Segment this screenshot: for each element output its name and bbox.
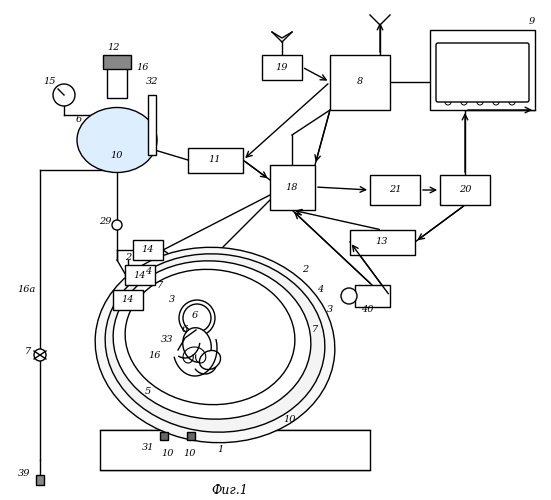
Circle shape (493, 99, 499, 105)
Text: 2: 2 (302, 266, 308, 274)
Text: 3: 3 (169, 296, 175, 304)
Ellipse shape (105, 254, 325, 432)
Circle shape (53, 84, 75, 106)
Text: 14: 14 (134, 270, 146, 280)
Bar (187, 432, 195, 440)
Text: 4: 4 (317, 286, 323, 294)
Ellipse shape (77, 108, 157, 172)
Bar (262, 55, 302, 80)
Ellipse shape (199, 350, 220, 370)
Text: 14: 14 (122, 296, 134, 304)
Text: 10: 10 (183, 448, 196, 458)
Bar (355, 285, 390, 307)
Ellipse shape (113, 261, 311, 419)
Text: 6: 6 (182, 326, 188, 334)
Ellipse shape (183, 328, 211, 362)
Text: 6: 6 (76, 116, 82, 124)
Circle shape (112, 220, 122, 230)
Text: 10: 10 (111, 150, 123, 160)
Bar (440, 175, 490, 205)
Text: 6: 6 (192, 310, 198, 320)
Bar (148, 95, 156, 155)
Text: 33: 33 (161, 336, 173, 344)
Text: 12: 12 (108, 44, 120, 52)
Text: 18: 18 (286, 182, 298, 192)
Circle shape (341, 288, 357, 304)
Bar (160, 432, 168, 440)
Text: 7: 7 (312, 326, 318, 334)
Bar (350, 230, 415, 255)
Text: 31: 31 (142, 444, 154, 452)
Text: 4: 4 (145, 268, 151, 276)
Circle shape (445, 99, 451, 105)
Circle shape (509, 99, 515, 105)
Text: 32: 32 (146, 78, 158, 86)
Text: 11: 11 (209, 156, 222, 164)
Circle shape (461, 99, 467, 105)
Ellipse shape (125, 270, 295, 404)
Text: 19: 19 (276, 62, 288, 72)
Text: 3: 3 (327, 306, 333, 314)
Text: 14: 14 (142, 246, 154, 254)
Bar (107, 68, 127, 98)
Text: 16: 16 (137, 64, 149, 72)
Text: 1: 1 (217, 446, 223, 454)
Bar (330, 55, 390, 110)
Text: 2: 2 (125, 254, 131, 262)
Bar (270, 165, 315, 210)
Text: 16а: 16а (17, 286, 35, 294)
Text: 9: 9 (529, 18, 535, 26)
Circle shape (183, 304, 211, 332)
Bar (125, 265, 155, 285)
Bar (370, 175, 420, 205)
Bar (100, 430, 370, 470)
Bar (133, 240, 163, 260)
Text: 20: 20 (459, 186, 471, 194)
Circle shape (34, 349, 46, 361)
Text: 40: 40 (361, 306, 373, 314)
Text: 8: 8 (357, 78, 363, 86)
Text: 10: 10 (284, 416, 296, 424)
Text: 7: 7 (25, 348, 31, 356)
Text: 7: 7 (157, 280, 163, 289)
Bar (188, 148, 243, 173)
Text: 39: 39 (18, 468, 30, 477)
Bar (36, 475, 44, 485)
Text: Фиг.1: Фиг.1 (212, 484, 249, 496)
Bar (430, 30, 535, 110)
Bar (113, 290, 143, 310)
Text: 13: 13 (376, 238, 388, 246)
Circle shape (179, 300, 215, 336)
Ellipse shape (95, 248, 335, 442)
FancyBboxPatch shape (436, 43, 529, 102)
Text: 15: 15 (44, 78, 56, 86)
Text: 10: 10 (162, 448, 174, 458)
Bar (103, 55, 131, 69)
Text: 29: 29 (99, 218, 111, 226)
Text: 21: 21 (389, 186, 401, 194)
Text: 16: 16 (149, 350, 161, 360)
Circle shape (477, 99, 483, 105)
Text: 5: 5 (145, 388, 151, 396)
